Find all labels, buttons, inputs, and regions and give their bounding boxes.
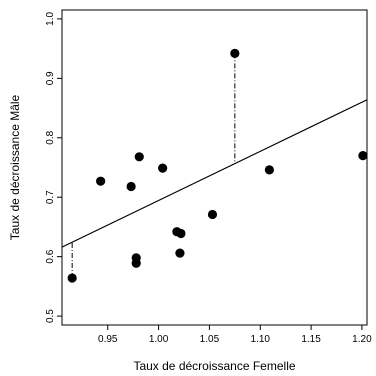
y-axis: 0.5 0.6 0.7 0.8 0.9 1.0 (45, 12, 62, 323)
data-point (131, 258, 141, 268)
y-tick-label: 0.5 (45, 309, 56, 323)
x-tick-label: 1.15 (301, 334, 321, 345)
data-point (67, 273, 77, 283)
regression-line (61, 99, 368, 248)
data-point (230, 48, 240, 58)
data-point (134, 152, 144, 162)
data-point (158, 163, 168, 173)
y-tick-label: 0.9 (45, 71, 56, 85)
regression-line-group (61, 99, 368, 248)
data-point (96, 176, 106, 186)
x-tick-label: 1.00 (149, 334, 169, 345)
data-points (67, 48, 368, 283)
plot-frame (61, 9, 368, 326)
data-point (358, 151, 368, 161)
x-axis: 0.95 1.00 1.05 1.10 1.15 1.20 (98, 325, 372, 345)
x-tick-label: 1.20 (352, 334, 372, 345)
y-tick-label: 1.0 (45, 12, 56, 26)
data-point (176, 228, 186, 239)
y-tick-label: 0.8 (45, 130, 56, 144)
data-point (207, 209, 218, 220)
data-point (264, 165, 274, 175)
y-tick-label: 0.6 (45, 249, 56, 263)
x-tick-label: 0.95 (98, 334, 118, 345)
y-axis-title: Taux de décroissance Mâle (8, 94, 22, 240)
x-axis-title: Taux de décroissance Femelle (133, 359, 295, 373)
y-tick-label: 0.7 (45, 190, 56, 204)
data-point (175, 248, 185, 258)
x-tick-label: 1.05 (200, 334, 220, 345)
data-point (126, 181, 136, 192)
x-tick-label: 1.10 (251, 334, 271, 345)
residual-segments (71, 53, 236, 279)
